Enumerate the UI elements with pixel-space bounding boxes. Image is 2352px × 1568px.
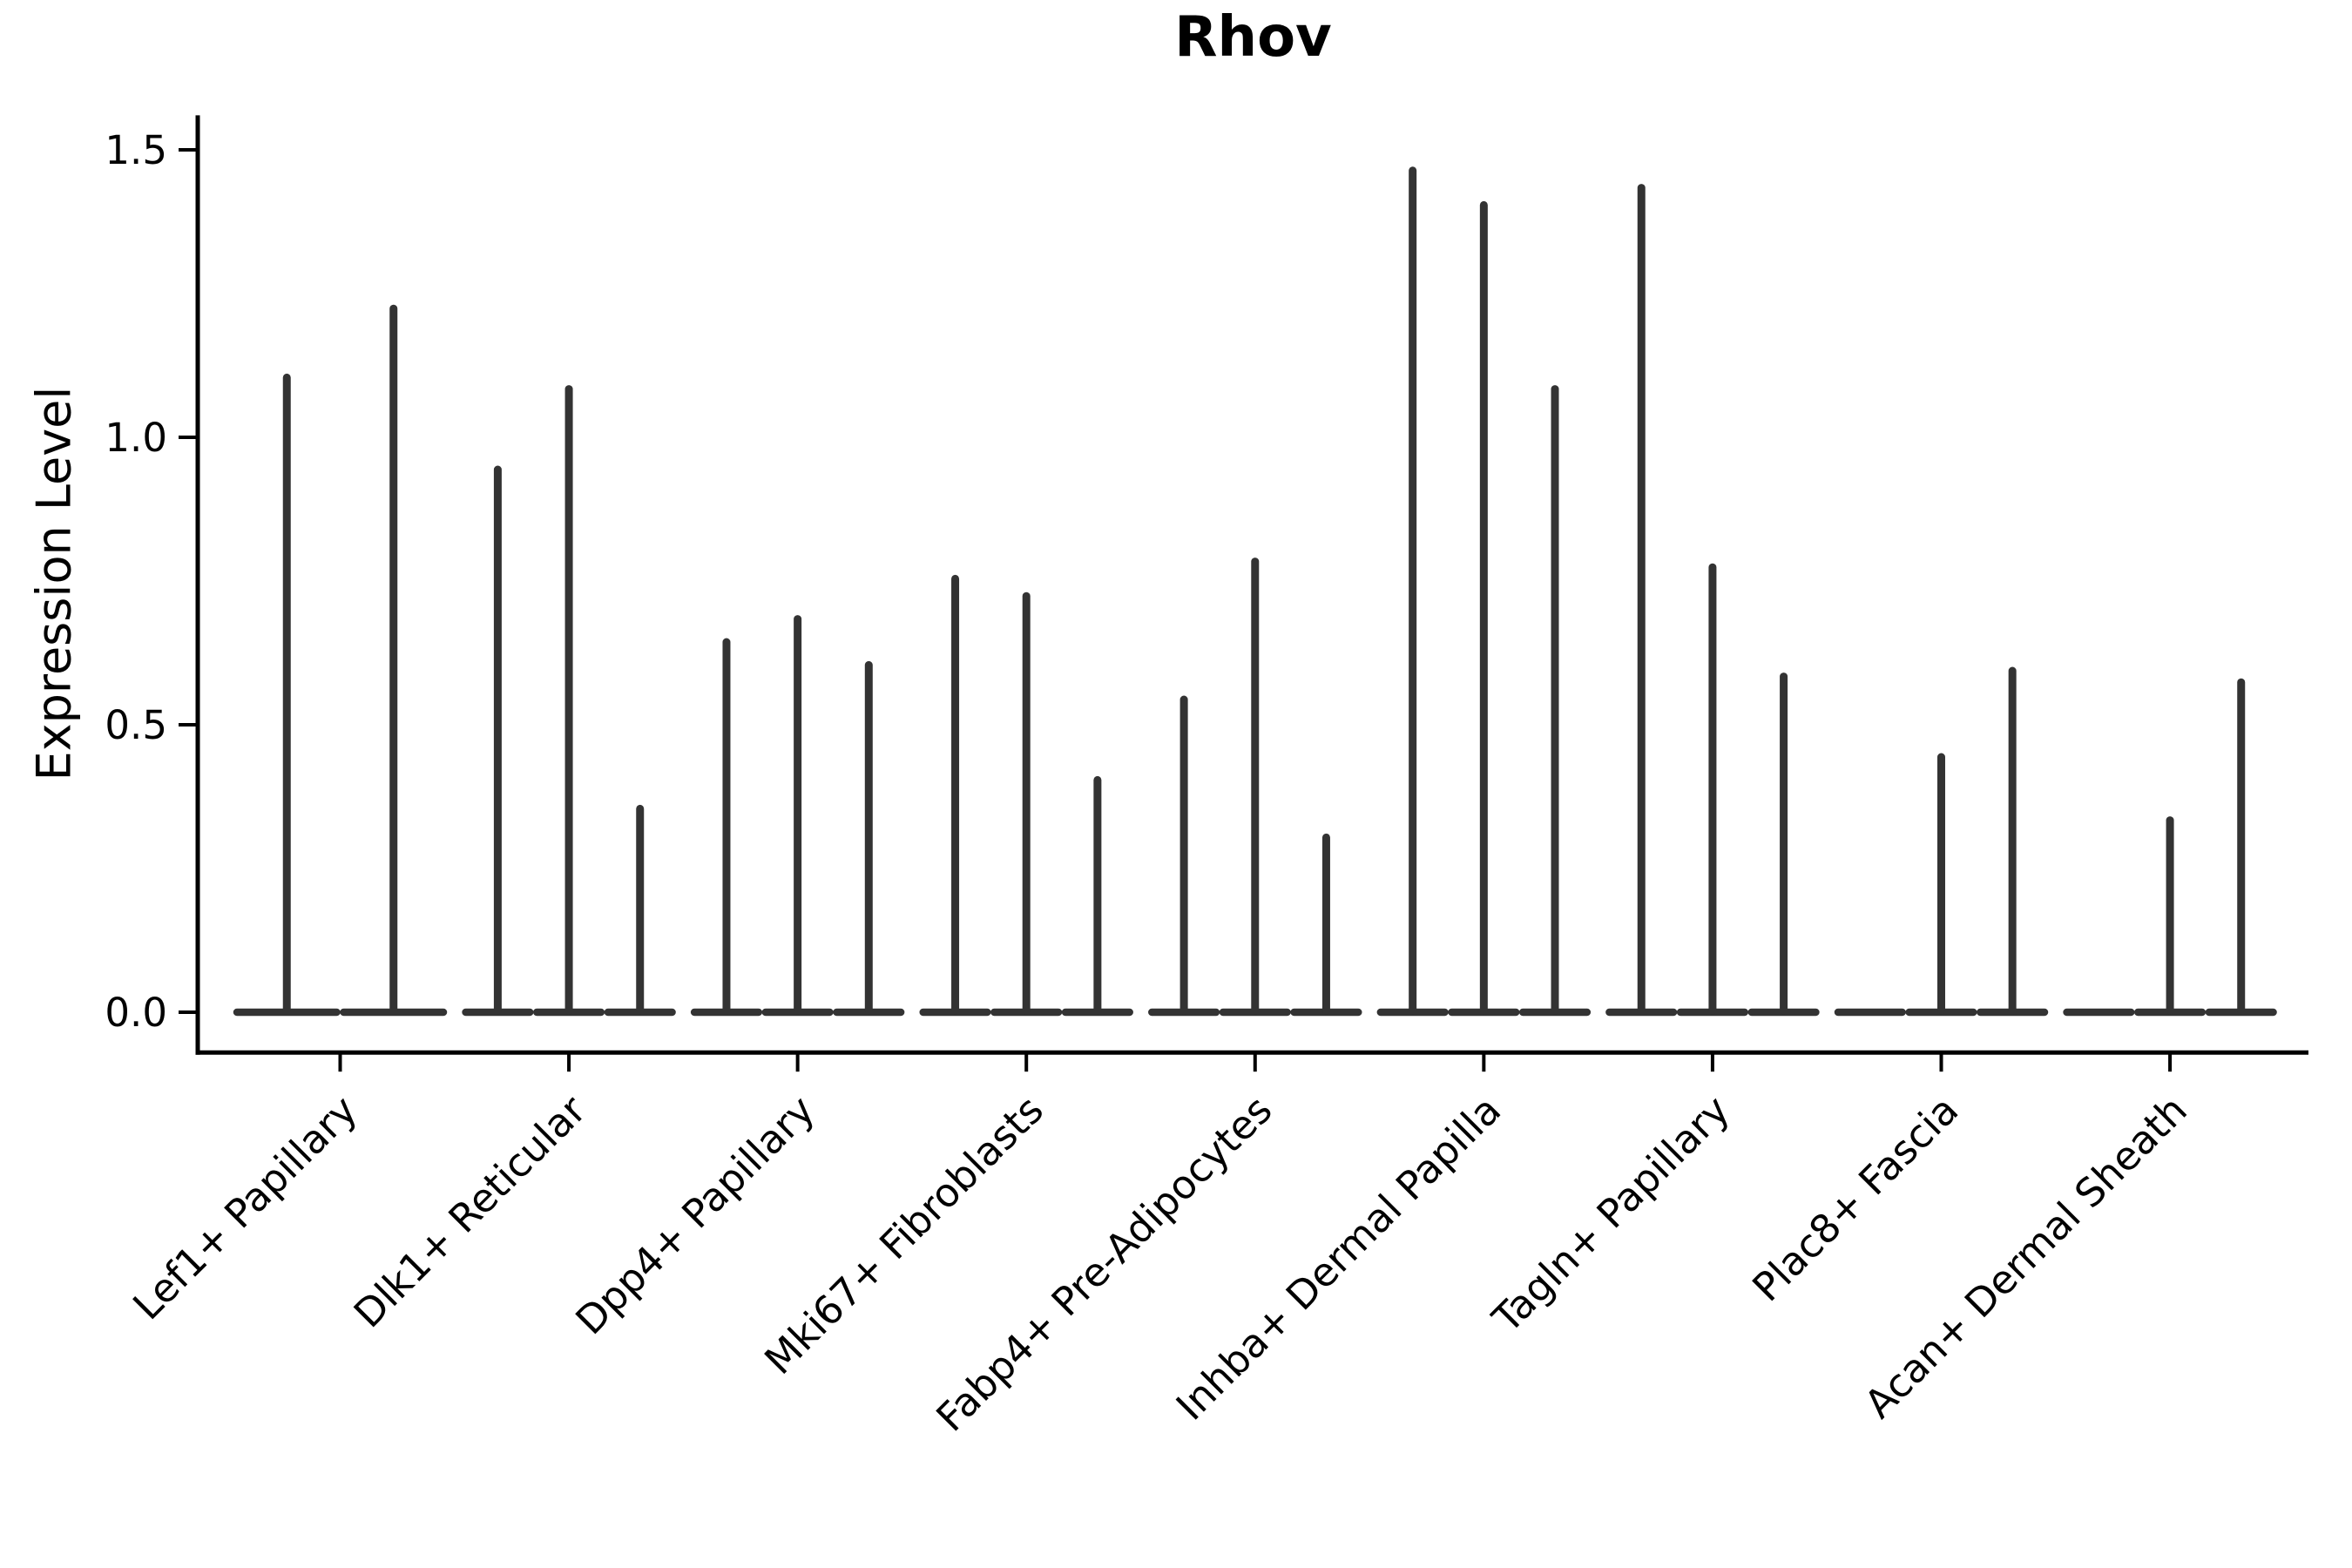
x-tick-label: Plac8+ Fascia [1743,1087,1967,1311]
x-tick-label: Dpp4+ Papillary [567,1087,824,1344]
y-tick-label: 0.5 [105,702,167,748]
chart-title: Rhov [1174,5,1332,70]
x-tick-label: Dlk1+ Reticular [345,1086,595,1336]
y-tick-label: 1.0 [105,415,167,461]
x-tick-label: Lef1+ Papillary [124,1087,366,1329]
y-tick-label: 1.5 [105,127,167,173]
y-tick-label: 0.0 [105,990,167,1036]
x-tick-label: Tagln+ Papillary [1483,1087,1738,1342]
